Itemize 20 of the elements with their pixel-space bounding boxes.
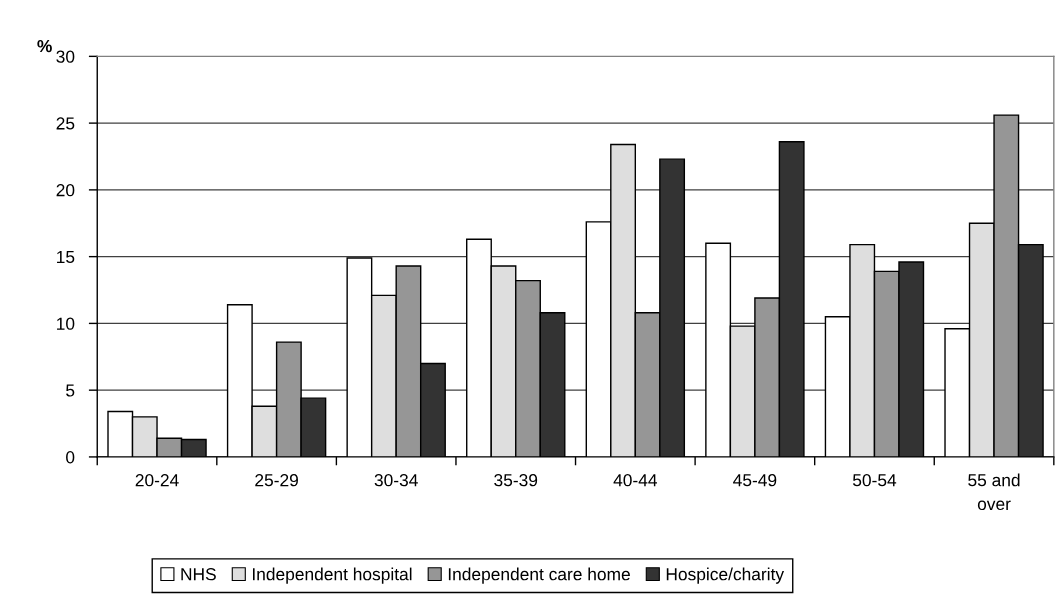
x-tick-label: 45-49 <box>733 474 777 487</box>
y-axis-title: % <box>37 39 52 53</box>
x-tick-label: 30-34 <box>374 474 418 487</box>
y-tick-label: 10 <box>57 317 75 330</box>
x-tick-label: 40-44 <box>613 474 658 487</box>
y-tick-label: 20 <box>56 184 75 197</box>
y-tick-label: 0 <box>66 451 75 464</box>
x-tick-label: 50-54 <box>852 474 897 487</box>
y-tick-label: 25 <box>56 117 75 130</box>
y-tick-label: 30 <box>56 50 75 63</box>
legend-label: NHS <box>181 568 216 581</box>
y-tick-label: 5 <box>66 384 75 397</box>
legend-label: Independent hospital <box>252 567 412 584</box>
x-tick-label: 20-24 <box>135 474 179 487</box>
x-tick-label: 25-29 <box>255 474 298 487</box>
x-tick-label: 55 and over <box>968 473 1020 511</box>
legend-label: Hospice/charity <box>666 567 785 584</box>
y-tick-label: 15 <box>57 250 75 264</box>
x-tick-label: 35-39 <box>494 474 538 487</box>
legend-label: Independent care home <box>448 567 630 584</box>
